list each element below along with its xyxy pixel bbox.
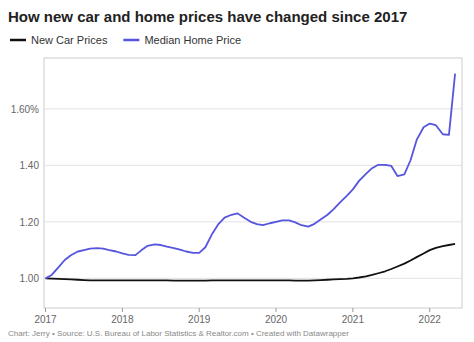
legend-label: Median Home Price [144, 34, 241, 46]
x-tick-label: 2019 [188, 314, 211, 325]
x-tick-label: 2020 [265, 314, 288, 325]
y-tick-label: 1.40 [20, 160, 40, 171]
legend-item: New Car Prices [10, 34, 108, 46]
legend-swatch [10, 39, 26, 42]
x-tick [45, 308, 46, 312]
x-tick [199, 308, 200, 312]
y-tick-label: 1.00 [20, 273, 40, 284]
caption: Chart: Jerry • Source: U.S. Bureau of La… [8, 329, 349, 338]
y-tick-label: 1.20 [20, 217, 40, 228]
lines [46, 74, 456, 281]
legend-label: New Car Prices [31, 34, 108, 46]
chart: How new car and home prices have changed… [0, 0, 474, 342]
x-tick [122, 308, 123, 312]
grid-line [44, 108, 462, 109]
series-line [46, 74, 456, 279]
grid-line [44, 278, 462, 279]
x-tick [429, 308, 430, 312]
x-tick-label: 2018 [111, 314, 134, 325]
x-tick-label: 2017 [34, 314, 57, 325]
x-tick [276, 308, 277, 312]
x-tick [352, 308, 353, 312]
title: How new car and home prices have changed… [8, 8, 407, 25]
y-tick-label: 1.60% [11, 104, 39, 115]
legend-swatch [123, 39, 139, 42]
legend-item: Median Home Price [123, 34, 241, 46]
x-tick-label: 2021 [342, 314, 365, 325]
grid-line [44, 165, 462, 166]
x-tick-label: 2022 [419, 314, 442, 325]
plot-frame [44, 58, 462, 308]
